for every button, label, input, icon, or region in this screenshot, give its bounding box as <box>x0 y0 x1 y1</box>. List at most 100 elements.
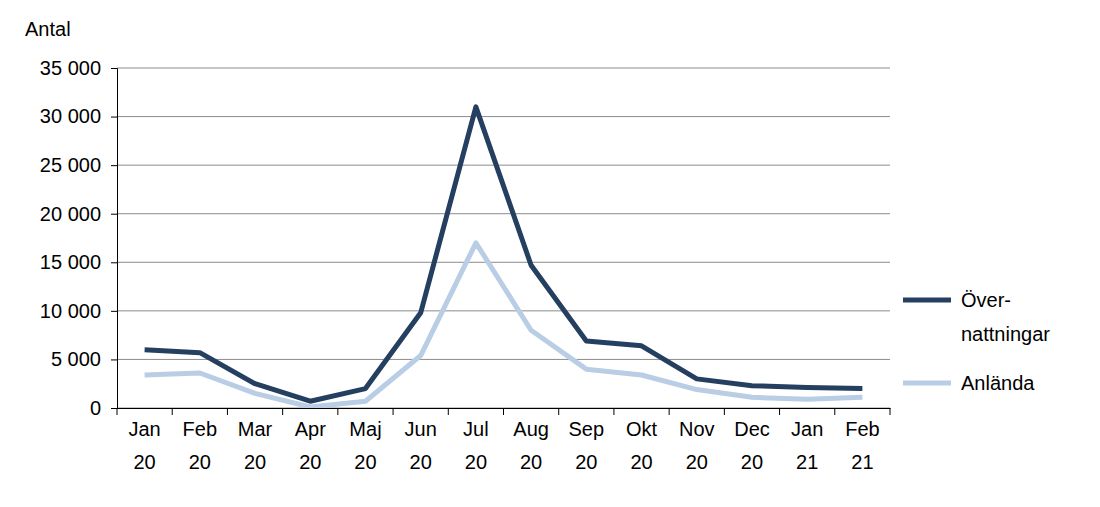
x-tick: Nov 20 <box>679 408 715 473</box>
x-tick-mark <box>558 408 559 415</box>
legend-swatch <box>903 298 951 303</box>
y-tick: 20 000 <box>40 203 117 225</box>
y-tick-mark <box>111 68 117 69</box>
x-tick-label-line: Dec <box>734 418 770 440</box>
y-tick: 15 000 <box>40 251 117 273</box>
y-tick: 35 000 <box>40 57 117 79</box>
x-tick-label: Nov 20 <box>679 418 715 473</box>
x-tick-label-line: Okt <box>626 418 658 440</box>
grid <box>117 68 890 408</box>
x-tick-label-line: Feb <box>845 418 879 440</box>
x-tick-label: Maj 20 <box>349 418 381 473</box>
x-tick-label: Jan20 <box>128 418 160 473</box>
y-tick-mark <box>111 311 117 312</box>
series-line <box>145 107 863 401</box>
x-tick: Sep 20 <box>569 408 605 473</box>
x-tick-mark <box>834 408 835 415</box>
x-tick-label-line: Nov <box>679 418 715 440</box>
legend: Över-nattningar Anlända <box>903 289 1050 394</box>
x-tick-mark <box>779 408 780 415</box>
x-tick: Maj 20 <box>349 408 381 473</box>
x-tick-label-line: 20 <box>520 451 542 473</box>
chart: 0 5 000 10 000 15 000 20 000 25 000 30 000 35 0… <box>0 0 1100 507</box>
y-tick-label: 10 000 <box>40 300 101 322</box>
y-tick-label: 5 000 <box>51 348 101 370</box>
legend-label: Anlända <box>961 372 1035 394</box>
x-tick-mark <box>613 408 614 415</box>
y-tick-label: 30 000 <box>40 105 101 127</box>
x-tick-label-line: 20 <box>354 451 376 473</box>
x-tick-label-line: 20 <box>189 451 211 473</box>
x-tick-mark <box>669 408 670 415</box>
legend-label: Över-nattningar <box>961 289 1050 345</box>
x-tick-label-line: 20 <box>410 451 432 473</box>
y-tick-mark <box>111 214 117 215</box>
x-tick: Jun 20 <box>405 408 437 473</box>
x-tick-mark <box>227 408 228 415</box>
x-tick-label-line: Apr <box>295 418 326 440</box>
grid-line <box>117 359 890 360</box>
legend-label-line: Över- <box>961 289 1011 311</box>
y-tick-label: 20 000 <box>40 203 101 225</box>
x-tick: Aug 20 <box>513 408 549 473</box>
y-tick: 10 000 <box>40 300 117 322</box>
x-tick: Feb20 <box>183 408 217 473</box>
y-tick-label: 0 <box>90 397 101 419</box>
x-tick-label-line: 20 <box>299 451 321 473</box>
x-tick-label-line: Jul <box>463 418 489 440</box>
x-tick: Okt 20 <box>626 408 658 473</box>
x-tick: Apr 20 <box>295 408 326 473</box>
x-tick-mark <box>503 408 504 415</box>
x-tick-mark <box>448 408 449 415</box>
x-tick-label: Mar 20 <box>238 418 273 473</box>
x-tick-label-line: 20 <box>630 451 652 473</box>
series-line <box>145 243 863 407</box>
y-tick-mark <box>111 165 117 166</box>
y-tick: 0 <box>90 397 117 419</box>
x-tick-label: Feb 21 <box>845 418 879 473</box>
y-tick-mark <box>111 408 117 409</box>
grid-line <box>117 262 890 263</box>
y-tick-label: 35 000 <box>40 57 101 79</box>
x-tick-label-line: Sep <box>569 418 605 440</box>
x-tick-label: Okt 20 <box>626 418 658 473</box>
y-tick-mark <box>111 359 117 360</box>
x-tick-label-line: Maj <box>349 418 381 440</box>
x-tick-label-line: Jan <box>791 418 823 440</box>
y-axis-title: Antal <box>25 18 71 40</box>
x-tick-label-line: Jun <box>405 418 437 440</box>
x-tick-label: Jan21 <box>791 418 823 473</box>
legend-label-line: nattningar <box>961 323 1050 345</box>
y-axis: 0 5 000 10 000 15 000 20 000 25 000 30 000 35 0… <box>40 57 118 419</box>
x-tick-mark <box>724 408 725 415</box>
x-tick-mark <box>337 408 338 415</box>
x-tick-label-line: 20 <box>741 451 763 473</box>
x-tick-label-line: 20 <box>686 451 708 473</box>
y-tick-mark <box>111 262 117 263</box>
x-tick-label-line: 20 <box>465 451 487 473</box>
x-tick: Jul 20 <box>463 408 489 473</box>
x-tick-label: Dec 20 <box>734 418 770 473</box>
grid-line <box>117 310 890 311</box>
x-tick-label-line: Mar <box>238 418 273 440</box>
x-tick-label-line: Jan <box>128 418 160 440</box>
x-tick-mark <box>890 408 891 415</box>
x-tick: Feb 21 <box>845 408 879 473</box>
y-tick: 5 000 <box>51 348 117 370</box>
x-tick-label: Aug 20 <box>513 418 549 473</box>
lines <box>145 107 863 407</box>
x-tick: Jan20 <box>128 408 160 473</box>
x-tick-mark <box>282 408 283 415</box>
x-tick-label-line: Aug <box>513 418 549 440</box>
x-tick-label: Jun 20 <box>405 418 437 473</box>
grid-line <box>117 213 890 214</box>
x-tick: Mar 20 <box>238 408 273 473</box>
grid-line <box>117 116 890 117</box>
x-tick: Dec 20 <box>734 408 770 473</box>
x-tick-label-line: 20 <box>244 451 266 473</box>
x-tick-label: Apr 20 <box>295 418 326 473</box>
x-tick-mark <box>393 408 394 415</box>
x-tick-label-line: 20 <box>575 451 597 473</box>
x-tick-label-line: 21 <box>851 451 873 473</box>
y-tick-label: 25 000 <box>40 154 101 176</box>
